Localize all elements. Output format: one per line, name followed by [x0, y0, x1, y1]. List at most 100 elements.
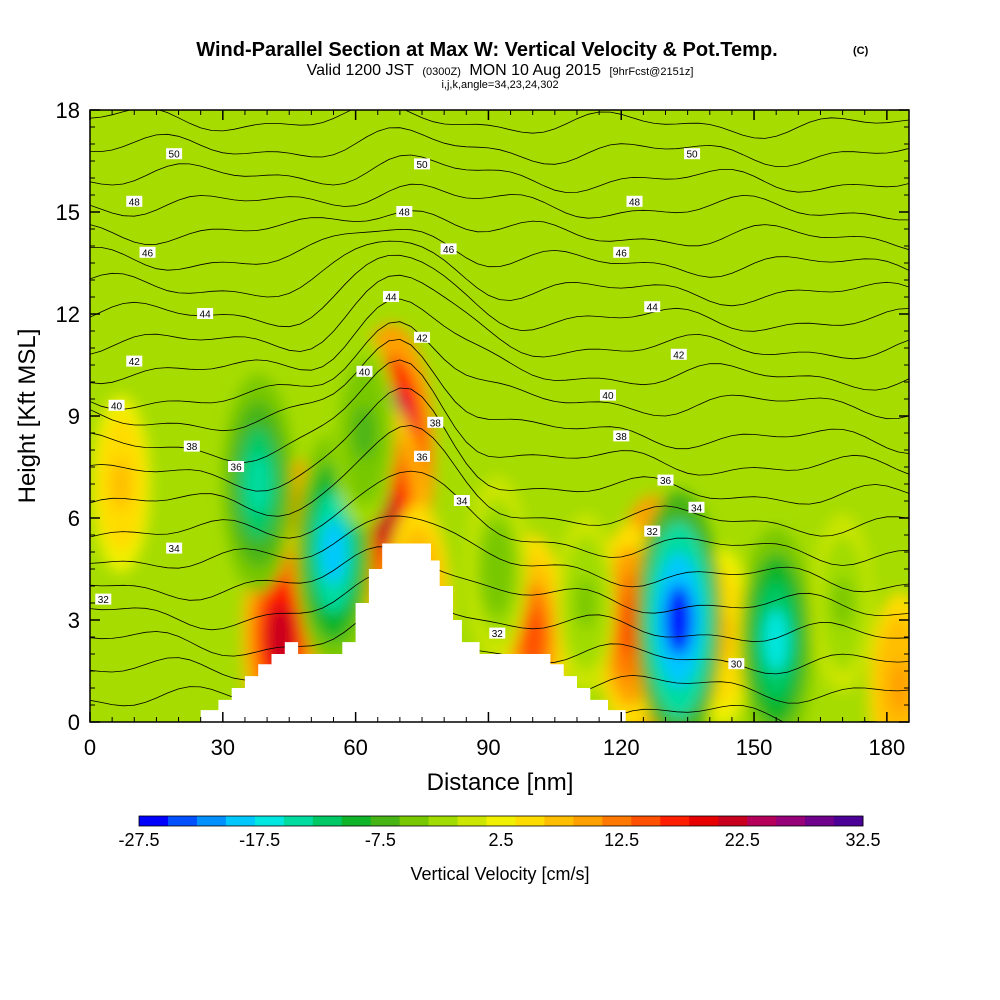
contour-label-text: 48 — [629, 197, 641, 208]
contour-label-bg — [166, 542, 183, 554]
x-tick-label: 120 — [603, 735, 640, 760]
x-tick-label: 180 — [869, 735, 906, 760]
colorbar-tick-label: -27.5 — [118, 830, 159, 850]
downdraft-cell — [246, 453, 271, 515]
contour-label: 40 — [599, 389, 616, 402]
contour-label-text: 32 — [647, 527, 659, 538]
isentrope-line — [90, 110, 909, 139]
colorbar-tick-label: -17.5 — [239, 830, 280, 850]
contour-label: 42 — [414, 331, 431, 344]
contour-label-bg — [626, 195, 643, 207]
isentrope-line — [90, 338, 909, 454]
colorbar-swatch — [631, 816, 661, 826]
x-tick-label: 90 — [476, 735, 500, 760]
colorbar-tick-label: 32.5 — [845, 830, 880, 850]
contour-labels: 50 50 50 48 48 48 46 46 46 44 44 44 42 42 42 40 40 40 38 38… — [95, 148, 745, 671]
contour-label-bg — [139, 246, 156, 258]
colorbar-swatch — [312, 816, 343, 826]
contour-label-text: 50 — [687, 150, 699, 161]
contour-label: 48 — [396, 206, 413, 219]
contour-label: 42 — [126, 355, 143, 368]
colorbar-swatch — [573, 816, 603, 826]
contour-label: 34 — [453, 495, 470, 508]
contour-label-text: 34 — [169, 544, 181, 555]
isentrope-line — [90, 254, 909, 332]
contour-label-text: 46 — [443, 245, 455, 256]
isentrope-line — [90, 240, 909, 307]
downdraft-cell — [665, 584, 693, 656]
contour-label-bg — [183, 440, 200, 452]
contour-label: 34 — [166, 542, 183, 555]
contour-label-text: 42 — [673, 350, 685, 361]
updraft-cell — [889, 661, 909, 715]
section-indices: i,j,k,angle=34,23,24,302 — [441, 79, 558, 91]
terrain — [90, 543, 909, 722]
contour-label-bg — [657, 474, 674, 486]
contour-label: 30 — [728, 658, 745, 671]
contour-label: 48 — [126, 195, 143, 208]
forecast-info: [9hrFcst@2151z] — [609, 66, 693, 78]
colorbar-swatch — [196, 816, 227, 826]
contour-label-text: 40 — [602, 391, 614, 402]
contour-label-text: 36 — [660, 476, 672, 487]
isentrope-line — [90, 359, 909, 476]
contour-label: 38 — [427, 416, 444, 429]
isentrope-line — [90, 210, 909, 251]
colorbar-swatch — [225, 816, 256, 826]
contour-label: 36 — [228, 461, 245, 474]
contour-label-text: 48 — [399, 208, 411, 219]
isentrope-line — [90, 183, 909, 221]
x-tick-label: 150 — [736, 735, 773, 760]
colorbar-tick-label: 12.5 — [604, 830, 639, 850]
isentropes — [90, 110, 909, 722]
colorbar-swatch — [139, 816, 169, 826]
downdraft-cell — [353, 406, 376, 460]
contour-label-text: 38 — [430, 418, 442, 429]
contour-label-text: 34 — [456, 497, 468, 508]
updraft-cell — [110, 458, 132, 510]
y-tick-label: 15 — [56, 200, 80, 225]
x-axis: 0 30 60 90 120 150 180 — [84, 110, 905, 760]
x-tick-label: 0 — [84, 735, 96, 760]
contour-label: 36 — [414, 450, 431, 463]
colorbar-swatch — [486, 816, 516, 826]
isentrope-line — [90, 546, 909, 616]
contour-label-text: 40 — [111, 401, 123, 412]
y-tick-label: 6 — [68, 506, 80, 531]
colorbar-tick-label: 2.5 — [488, 830, 513, 850]
contour-label-bg — [688, 501, 705, 513]
contour-label-text: 46 — [616, 248, 628, 259]
contour-label-bg — [95, 593, 112, 605]
colorbar-swatch — [602, 816, 632, 826]
contour-label-bg — [728, 658, 745, 670]
colorbar-swatch — [544, 816, 574, 826]
contour-label-bg — [108, 399, 125, 411]
downdraft-cell — [575, 577, 597, 629]
x-tick-label: 30 — [211, 735, 235, 760]
contour-label-text: 42 — [129, 357, 141, 368]
colorbar-swatch — [399, 816, 430, 826]
contour-label: 36 — [657, 474, 674, 487]
valid-time: Valid 1200 JST — [307, 62, 415, 79]
contour-label-bg — [414, 331, 431, 343]
contour-label-bg — [228, 461, 245, 472]
colorbar-swatch — [718, 816, 748, 826]
y-tick-label: 9 — [68, 404, 80, 429]
contour-label-bg — [356, 365, 373, 377]
y-tick-label: 12 — [56, 302, 80, 327]
contour-label-text: 30 — [731, 660, 743, 671]
contour-label-text: 46 — [142, 248, 154, 259]
colorbar-swatch — [515, 816, 545, 826]
contour-label: 38 — [613, 430, 630, 443]
contour-label-bg — [644, 301, 661, 313]
contour-label-text: 32 — [492, 629, 504, 640]
isentrope-line — [90, 298, 909, 391]
updraft-cell — [618, 597, 642, 656]
y-axis-label: Height [Kft MSL] — [14, 329, 41, 504]
contour-label-text: 42 — [416, 333, 428, 344]
contour-label-text: 34 — [691, 503, 703, 514]
valid-line: Valid 1200 JST (0300Z) MON 10 Aug 2015 [… — [307, 62, 694, 79]
isentrope-line — [90, 127, 909, 168]
valid-utc: (0300Z) — [422, 66, 461, 78]
colorbar-swatch — [776, 816, 806, 826]
